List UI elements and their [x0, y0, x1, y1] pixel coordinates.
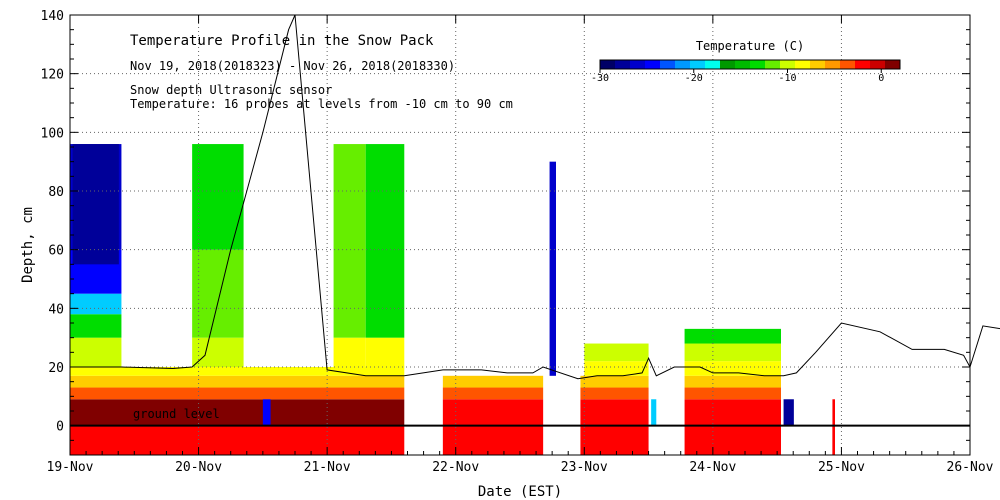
heatmap-cell — [684, 399, 781, 426]
colorbar-swatch — [675, 60, 691, 69]
heatmap-cell — [442, 425, 544, 455]
heatmap-cell — [72, 144, 119, 265]
ground-level-label: ground level — [133, 407, 220, 421]
heatmap-cell — [262, 399, 271, 426]
chart-subtitle: Nov 19, 2018(2018323) - Nov 26, 2018(201… — [130, 59, 455, 73]
heatmap-cell — [783, 399, 794, 426]
heatmap-cell — [70, 293, 122, 315]
x-tick-label: 21-Nov — [304, 460, 351, 475]
y-tick-label: 100 — [41, 126, 64, 141]
x-axis-label: Date (EST) — [478, 484, 562, 500]
snow-depth-note: Snow depth Ultrasonic sensor — [130, 83, 332, 97]
chart-title: Temperature Profile in the Snow Pack — [130, 33, 434, 49]
heatmap-cell — [584, 361, 649, 376]
x-tick-label: 26-Nov — [947, 460, 994, 475]
colorbar: -30 -20 -10 0 — [591, 59, 901, 84]
x-tick-label: 22-Nov — [432, 460, 479, 475]
y-tick-label: 0 — [56, 420, 64, 435]
axes: 19-Nov 20-Nov 21-Nov 22-Nov 23-Nov 24-Nov 25-N… — [41, 9, 994, 475]
heatmap-cell — [684, 361, 781, 376]
colorbar-swatch — [855, 60, 871, 69]
heatmap-cell — [580, 399, 649, 426]
heatmap-cell — [651, 399, 657, 426]
colorbar-swatch — [840, 60, 856, 69]
heatmap-cell — [70, 314, 122, 338]
colorbar-swatch — [600, 60, 616, 69]
colorbar-swatch — [780, 60, 796, 69]
colorbar-swatch — [885, 60, 901, 69]
heatmap-cell — [684, 375, 781, 388]
colorbar-tick-label: 0 — [878, 73, 884, 84]
heatmap-cell — [684, 425, 781, 455]
colorbar-title: Temperature (C) — [696, 39, 804, 53]
colorbar-tick-label: -30 — [591, 73, 609, 84]
heatmap-cell — [192, 337, 244, 367]
heatmap-cell — [365, 337, 405, 367]
heatmap-cell — [192, 144, 244, 250]
colorbar-swatch — [660, 60, 676, 69]
y-tick-label: 20 — [48, 361, 64, 376]
x-tick-label: 19-Nov — [47, 460, 94, 475]
colorbar-tick-label: -10 — [778, 73, 796, 84]
heatmap-cell — [70, 337, 122, 367]
x-tick-label: 24-Nov — [689, 460, 736, 475]
grid-lines — [70, 15, 970, 455]
colorbar-swatch — [630, 60, 646, 69]
heatmap-cell — [70, 425, 405, 455]
colorbar-swatch — [720, 60, 736, 69]
heatmap-cell — [70, 367, 405, 376]
heatmap-cell — [192, 249, 244, 338]
colorbar-swatch — [795, 60, 811, 69]
heatmap-cell — [70, 387, 405, 400]
snow-depth-trace — [70, 14, 1000, 380]
heatmap-cell — [442, 399, 544, 426]
y-tick-label: 80 — [48, 185, 64, 200]
heatmap-cell — [70, 375, 405, 388]
colorbar-swatch — [825, 60, 841, 69]
heatmap-cell — [580, 425, 649, 455]
colorbar-tick-label: -20 — [685, 73, 703, 84]
y-tick-label: 120 — [41, 68, 64, 83]
heatmap-cell — [832, 399, 835, 426]
colorbar-frame — [599, 59, 901, 70]
snow-depth-line — [70, 14, 1000, 380]
heatmap-cell — [832, 425, 835, 455]
colorbar-swatch — [750, 60, 766, 69]
colorbar-swatch — [645, 60, 661, 69]
y-tick-label: 140 — [41, 9, 64, 24]
heatmap-cell — [70, 399, 405, 426]
y-tick-label: 40 — [48, 302, 64, 317]
temperature-note: Temperature: 16 probes at levels from -1… — [130, 97, 513, 111]
colorbar-swatch — [810, 60, 826, 69]
heatmap-cell — [442, 387, 544, 400]
temperature-heatmap — [70, 144, 835, 455]
heatmap-cell — [333, 337, 366, 367]
x-tick-label: 23-Nov — [561, 460, 608, 475]
x-tick-label: 25-Nov — [818, 460, 865, 475]
colorbar-swatch — [870, 60, 886, 69]
heatmap-cell — [584, 343, 649, 362]
heatmap-cell — [333, 144, 366, 338]
y-axis-label: Depth, cm — [20, 207, 36, 283]
x-tick-label: 20-Nov — [175, 460, 222, 475]
y-tick-label: 60 — [48, 244, 64, 259]
heatmap-cell — [580, 375, 649, 388]
heatmap-cell — [684, 328, 781, 344]
heatmap-cell — [580, 387, 649, 400]
heatmap-cell — [684, 387, 781, 400]
colorbar-swatch — [735, 60, 751, 69]
heatmap-cell — [684, 343, 781, 362]
heatmap-cell — [442, 375, 544, 388]
colorbar-swatch — [705, 60, 721, 69]
heatmap-cell — [365, 144, 405, 338]
colorbar-swatch — [690, 60, 706, 69]
colorbar-swatch — [765, 60, 781, 69]
colorbar-swatch — [615, 60, 631, 69]
heatmap-cell — [549, 161, 556, 376]
